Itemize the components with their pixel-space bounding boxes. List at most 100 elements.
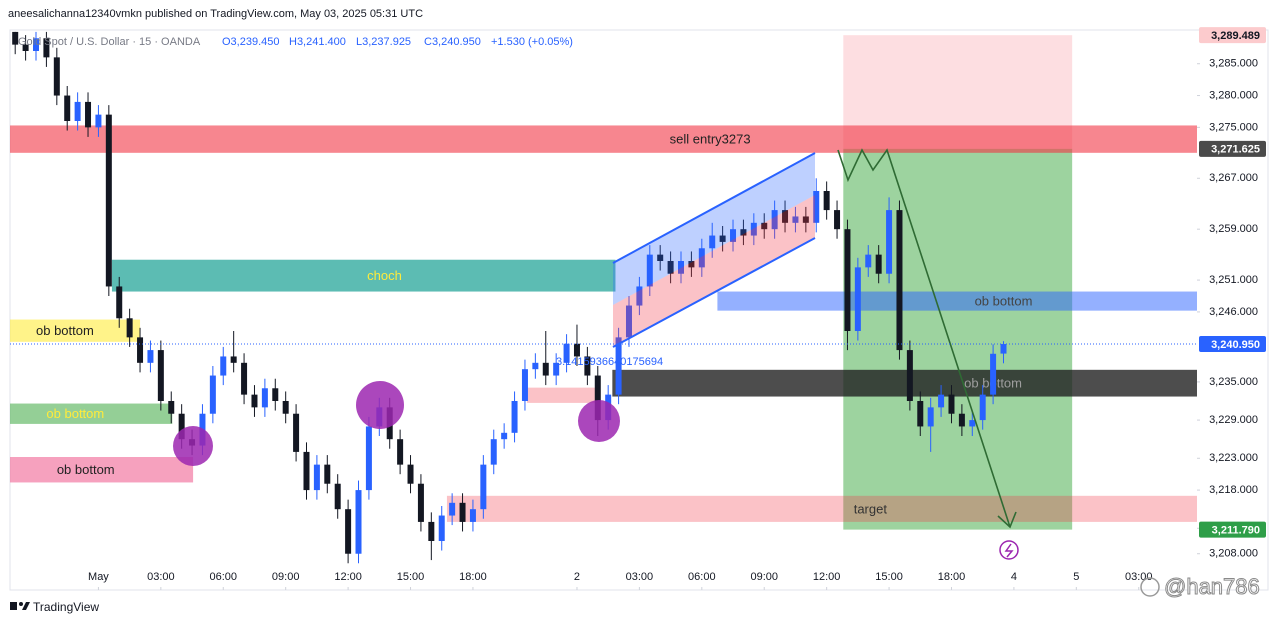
marker-circle <box>356 381 404 429</box>
candle-body <box>646 254 653 287</box>
candle-body <box>782 210 789 223</box>
candle-body <box>896 210 903 351</box>
zone <box>612 369 1197 397</box>
legend-close: C3,240.950 <box>424 36 481 48</box>
zone-label: choch <box>367 268 402 283</box>
candle-body <box>969 420 976 427</box>
legend-open: O3,239.450 <box>222 36 280 48</box>
zone <box>717 291 1197 311</box>
candle-body <box>719 235 726 242</box>
logo-mark <box>22 602 30 610</box>
x-tick-label: May <box>88 571 109 583</box>
candle-body <box>345 509 352 554</box>
watermark-icon <box>1140 577 1160 597</box>
zone <box>527 387 600 403</box>
candle-body <box>813 191 820 223</box>
x-tick-label: 03:00 <box>147 571 175 583</box>
candle-body <box>105 114 112 287</box>
x-tick-label: 15:00 <box>875 571 903 583</box>
axes: 3,208.0003,212.0003,218.0003,223.0003,22… <box>10 27 1266 590</box>
candle-body <box>958 413 965 427</box>
candle-body <box>157 350 164 401</box>
candle-body <box>449 502 456 516</box>
candle-body <box>948 394 955 414</box>
y-tick-label: 3,218.000 <box>1209 484 1258 496</box>
zone <box>843 148 1073 530</box>
candle-body <box>272 388 279 401</box>
brand: TradingView <box>33 600 99 614</box>
price-tag <box>1199 521 1266 538</box>
candle-body <box>906 350 913 401</box>
candle-body <box>126 318 133 338</box>
annotation-text: 3.1415936640175694 <box>556 356 663 368</box>
candle-body <box>678 261 685 274</box>
candle-body <box>230 356 237 363</box>
channel-line <box>612 152 816 264</box>
candle-body <box>886 210 893 274</box>
candle-body <box>927 407 934 427</box>
x-tick-label: 06:00 <box>209 571 237 583</box>
watermark: @han786 <box>1164 574 1260 599</box>
candle-body <box>12 31 19 45</box>
price-tag-label: 3,271.625 <box>1211 144 1260 156</box>
zone-label: target <box>854 501 888 516</box>
candle-body <box>834 210 841 230</box>
candle-body <box>85 101 92 128</box>
candle-body <box>750 222 757 236</box>
logo-mark <box>19 602 23 606</box>
candle-body <box>740 229 747 236</box>
alert-bolt <box>1004 543 1014 558</box>
channel-lower <box>613 195 815 347</box>
candle-body <box>178 413 185 440</box>
candle-body <box>282 401 289 414</box>
legend-change: +1.530 (+0.05%) <box>491 36 573 48</box>
zone <box>10 457 194 483</box>
price-tag <box>1199 336 1266 353</box>
candle-body <box>324 464 331 484</box>
zone-label: ob bottom <box>975 294 1033 309</box>
x-tick-label: 06:00 <box>688 571 716 583</box>
x-tick-label: 03:00 <box>626 571 654 583</box>
legend-low: L3,237.925 <box>356 36 411 48</box>
zone <box>10 319 141 342</box>
alert-icon[interactable] <box>999 540 1019 560</box>
x-tick-label: 03:00 <box>1125 571 1153 583</box>
candle-body <box>303 451 310 491</box>
publish-info: aneesalichanna12340vmkn published on Tra… <box>8 8 423 20</box>
candle-body <box>220 356 227 376</box>
y-tick-label: 3,275.000 <box>1209 121 1258 133</box>
candle-body <box>251 394 258 408</box>
candle-body <box>116 286 123 319</box>
candle-body <box>688 261 695 268</box>
candle-body <box>209 375 216 414</box>
candle-body <box>875 254 882 274</box>
channel-upper <box>613 153 815 305</box>
candle-body <box>594 375 601 421</box>
candle-body <box>761 222 768 230</box>
channel-line <box>612 237 816 348</box>
x-tick-label: 09:00 <box>272 571 300 583</box>
candle-body <box>64 95 71 121</box>
candle-body <box>771 210 778 230</box>
candle-body <box>428 521 435 541</box>
candle-body <box>844 229 851 331</box>
y-tick-label: 3,246.000 <box>1209 306 1258 318</box>
y-tick-label: 3,229.000 <box>1209 414 1258 426</box>
candle-body <box>95 114 102 128</box>
candle-body <box>792 216 799 223</box>
candle-body <box>709 235 716 249</box>
zone <box>111 259 616 292</box>
candle-body <box>22 44 29 51</box>
candle-body <box>168 401 175 414</box>
candle-body <box>542 362 549 376</box>
y-tick-label: 3,259.000 <box>1209 223 1258 235</box>
x-tick-label: 12:00 <box>813 571 841 583</box>
candle-body <box>698 248 705 268</box>
candle-body <box>365 426 372 491</box>
x-tick-label: 09:00 <box>750 571 778 583</box>
candle-body <box>355 490 362 554</box>
x-tick-label: 4 <box>1011 571 1017 583</box>
x-tick-label: 15:00 <box>397 571 425 583</box>
zone-label: sell entry3273 <box>670 132 751 147</box>
